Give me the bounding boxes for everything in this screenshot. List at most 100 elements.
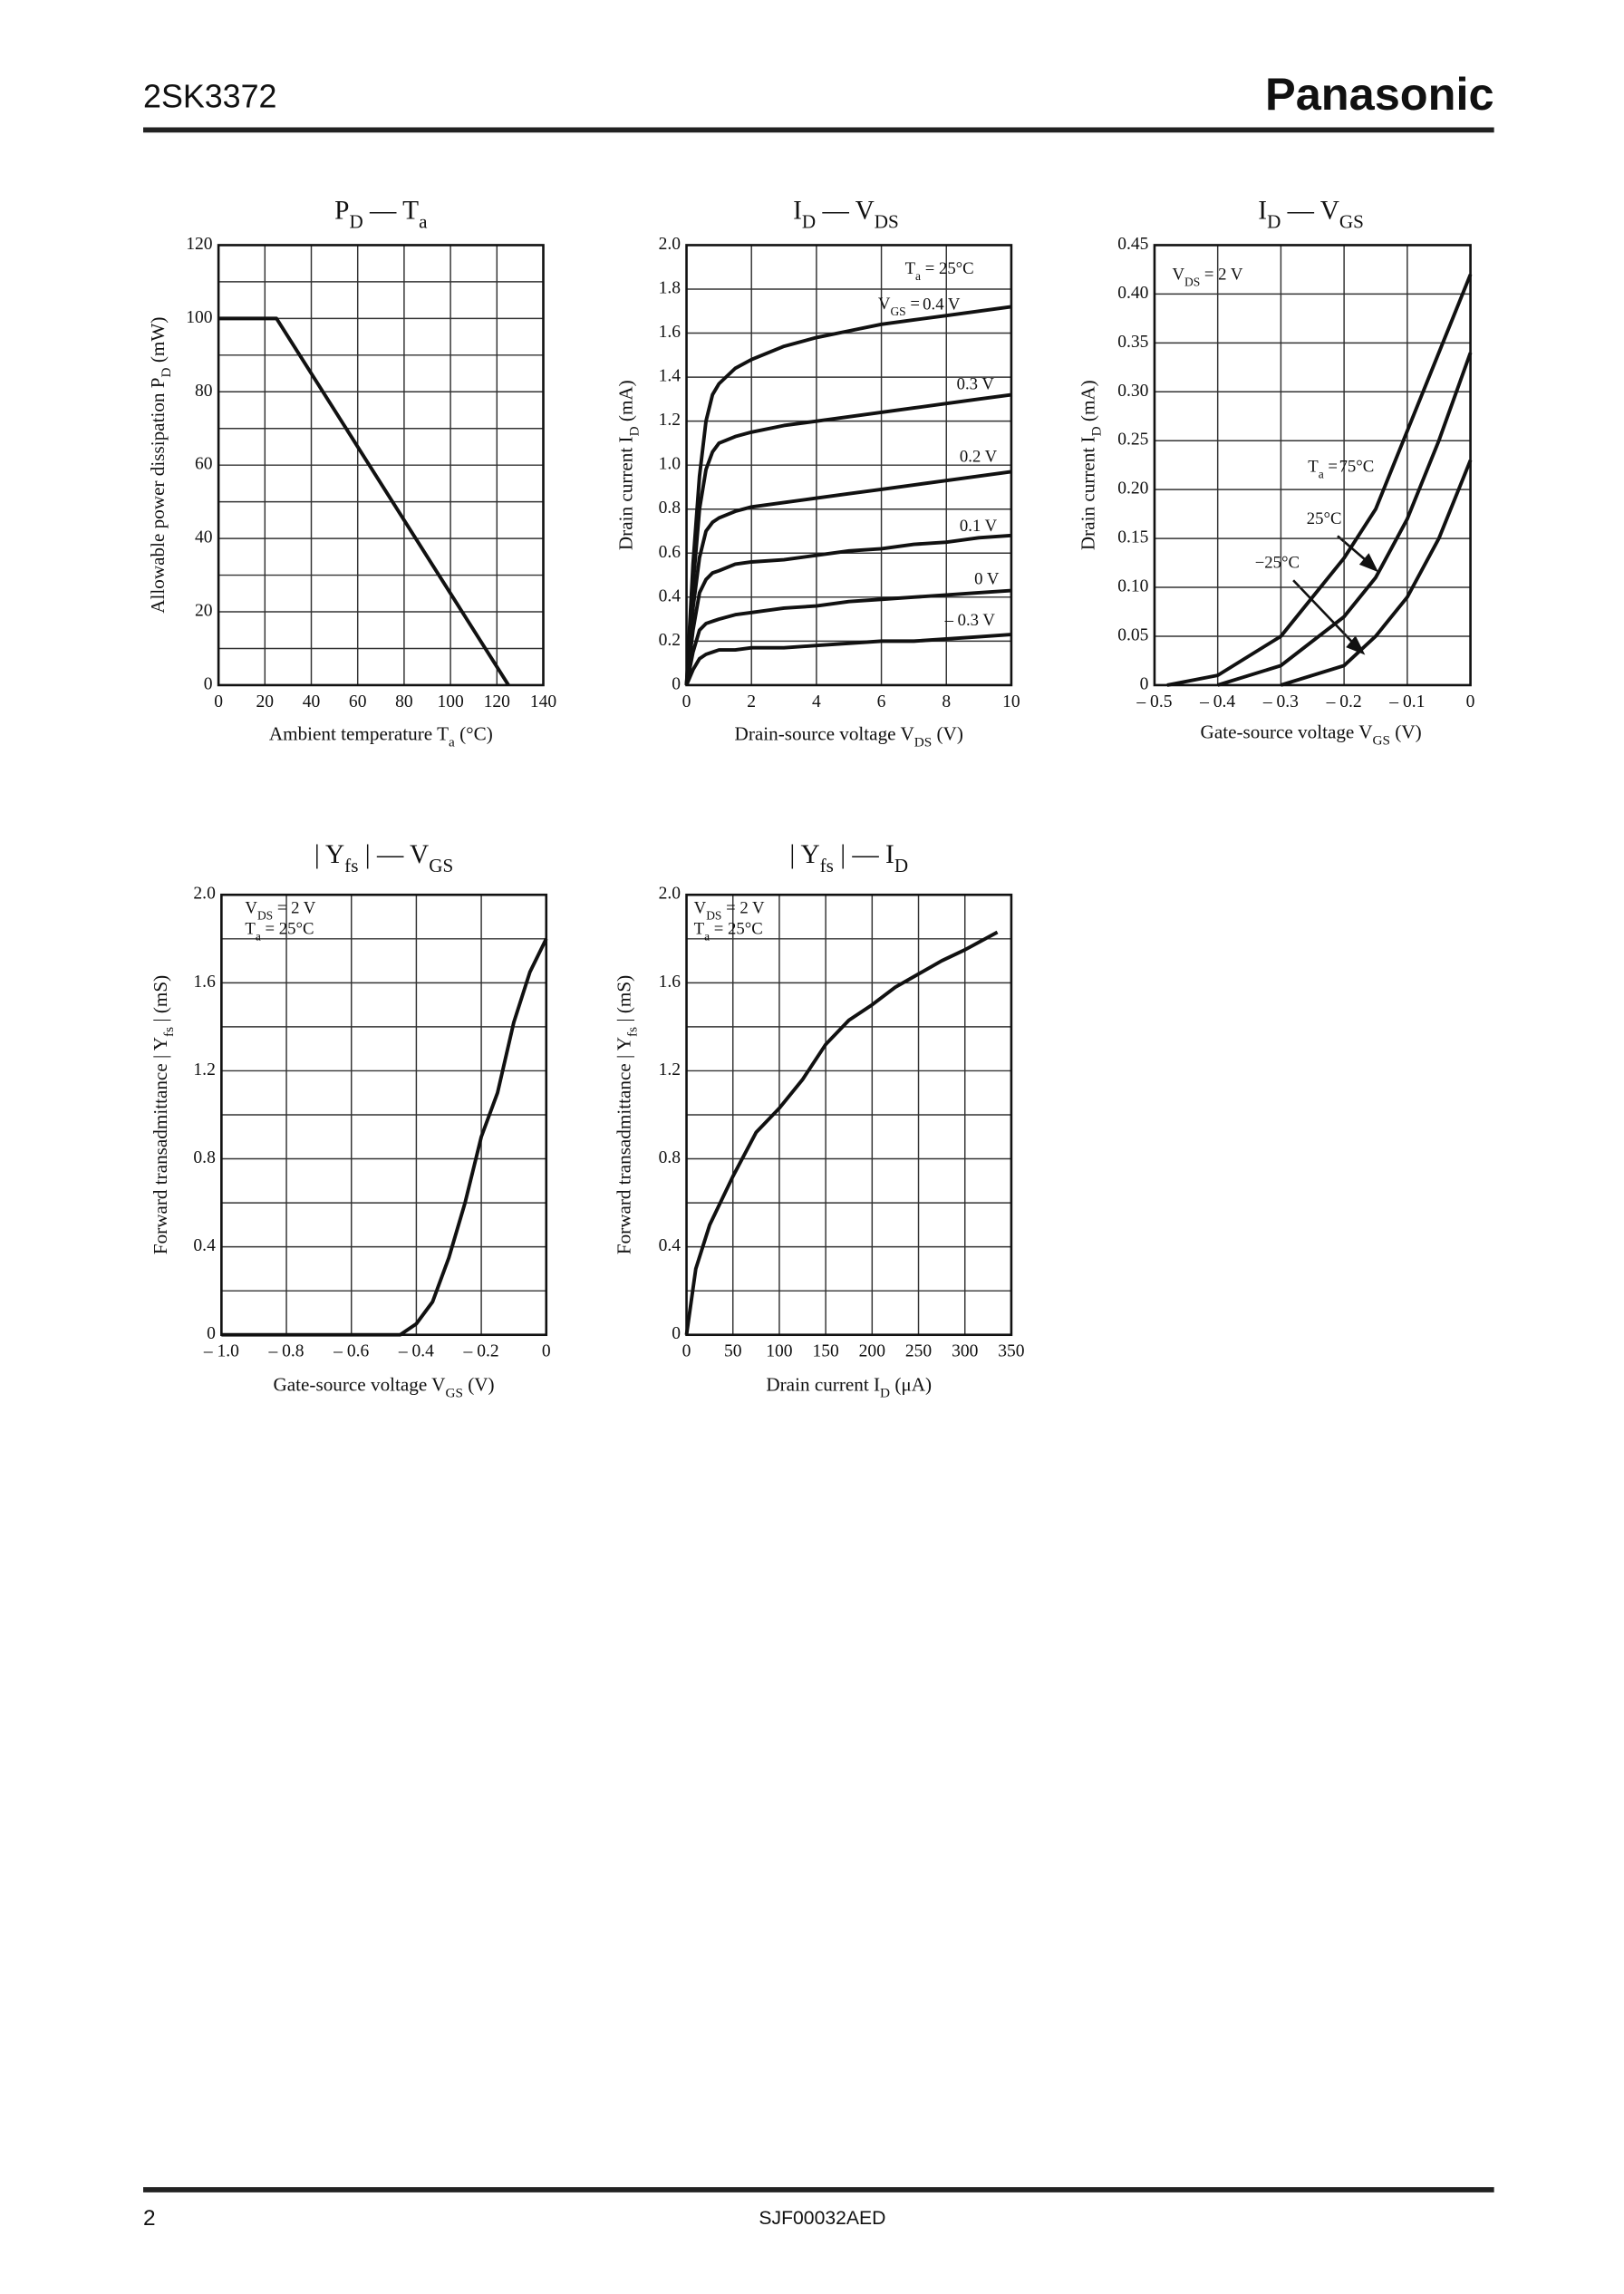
- series-line: [684, 305, 1012, 686]
- chart-title-part: | Y: [789, 840, 819, 869]
- series-line: [1166, 274, 1473, 687]
- series-label: 25°C: [1307, 509, 1342, 528]
- x-axis-label: Ambient temperature Ta (°C): [269, 722, 493, 750]
- annotation-part: V: [245, 899, 257, 918]
- chart-title-part: I: [793, 196, 802, 225]
- chart-title-part: | Y: [314, 840, 344, 869]
- annotation: VDS = 2 V: [694, 899, 765, 922]
- annotation: Ta = 25°C: [694, 920, 763, 943]
- x-tick-label: 350: [998, 1342, 1025, 1361]
- x-axis-label-part: (V): [932, 722, 963, 744]
- annotation-part: V: [694, 899, 707, 918]
- y-tick-label: 40: [195, 528, 213, 547]
- annotation: Ta =: [1308, 458, 1338, 480]
- y-tick-label: 120: [186, 235, 213, 254]
- arrows: [1292, 535, 1379, 655]
- y-tick-label: 60: [195, 455, 213, 474]
- annotation: VDS = 2 V: [1172, 266, 1242, 288]
- annotation-part: = 2 V: [273, 899, 316, 918]
- y-tick-label: 1.8: [659, 278, 682, 297]
- y-tick-label: 20: [195, 601, 213, 620]
- y-tick-label: 1.6: [659, 973, 682, 992]
- y-axis-label-part: | (mS): [614, 975, 635, 1027]
- annotation-part: DS: [1184, 275, 1200, 288]
- y-tick-label: 0: [672, 1324, 681, 1343]
- y-axis-label-part: | (mS): [150, 975, 171, 1027]
- y-axis-label: Drain current ID (mA): [614, 380, 642, 550]
- annotation-part: =: [906, 295, 920, 315]
- y-axis-label: Forward transadmittance | Yfs | (mS): [614, 975, 641, 1254]
- arrow-head: [1358, 553, 1379, 573]
- x-tick-label: 0: [214, 692, 223, 711]
- chart-title: ID — VGS: [1258, 196, 1364, 232]
- y-axis-label-part: (mW): [147, 317, 169, 368]
- x-tick-label: 10: [1002, 692, 1020, 711]
- x-tick-label: 0: [1466, 692, 1475, 711]
- annotation-part: GS: [890, 305, 905, 318]
- x-tick-label: 40: [303, 692, 321, 711]
- x-axis-label: Drain-source voltage VDS (V): [735, 722, 963, 750]
- x-axis-label-part: DS: [914, 734, 932, 750]
- x-tick-label: 20: [256, 692, 275, 711]
- x-axis-label: Drain current ID (μA): [766, 1374, 932, 1401]
- y-tick-label: 1.6: [193, 973, 216, 992]
- chart-title-part: fs: [344, 855, 358, 876]
- series-label: – 0.3 V: [944, 611, 996, 630]
- series-line: [684, 533, 1012, 686]
- y-tick-label: 0: [672, 674, 681, 693]
- x-axis-label-part: (μA): [890, 1374, 932, 1396]
- y-axis-label-part: Drain current I: [1077, 436, 1098, 550]
- y-tick-label: 0.45: [1117, 235, 1148, 254]
- x-tick-label: – 0.2: [1326, 692, 1362, 711]
- y-axis-label-part: (mA): [614, 380, 636, 426]
- annotation-part: DS: [706, 908, 721, 922]
- series-line: [684, 930, 999, 1335]
- chart-title-part: — T: [363, 196, 419, 225]
- annotation-part: a: [1319, 467, 1324, 480]
- chart-title: PD — Ta: [334, 196, 428, 232]
- x-tick-label: 50: [724, 1342, 742, 1361]
- plot-frame: [685, 244, 1013, 687]
- x-tick-label: 0: [682, 692, 691, 711]
- part-number: 2SK3372: [143, 79, 276, 115]
- x-tick-label: 100: [437, 692, 464, 711]
- chart-title-part: fs: [820, 855, 834, 876]
- chart-title-part: GS: [429, 855, 453, 876]
- document-id: SJF00032AED: [759, 2208, 885, 2229]
- x-tick-label: 150: [812, 1342, 839, 1361]
- x-tick-label: – 0.1: [1388, 692, 1425, 711]
- series-line: [684, 392, 1012, 686]
- series-line: [684, 588, 1012, 686]
- annotation-part: = 25°C: [921, 259, 974, 278]
- plot-frame: [1153, 244, 1472, 687]
- x-axis-label-part: Gate-source voltage V: [274, 1374, 447, 1396]
- y-tick-label: 2.0: [193, 885, 216, 904]
- x-tick-label: 300: [952, 1342, 979, 1361]
- y-tick-label: 0.8: [659, 1148, 682, 1167]
- x-tick-label: 60: [349, 692, 367, 711]
- y-tick-label: 0.40: [1117, 284, 1148, 303]
- chart-title-part: GS: [1339, 210, 1364, 232]
- chart-title-part: D: [802, 210, 816, 232]
- annotation: Ta = 25°C: [905, 259, 974, 282]
- y-tick-label: 1.2: [659, 1060, 681, 1079]
- series-label: −25°C: [1255, 554, 1300, 573]
- x-tick-label: 140: [530, 692, 557, 711]
- y-tick-label: 0.2: [659, 631, 681, 650]
- chart-title-part: — V: [816, 196, 875, 225]
- y-axis-label-part: Drain current I: [614, 436, 636, 550]
- series-label: 75°C: [1339, 458, 1375, 477]
- x-axis-label-part: D: [880, 1386, 890, 1401]
- series-line: [684, 633, 1012, 686]
- y-tick-label: 2.0: [659, 885, 682, 904]
- series-label: 0.4 V: [923, 295, 961, 315]
- y-tick-label: 0.20: [1117, 479, 1148, 498]
- series-label: 0.1 V: [960, 517, 998, 536]
- annotation: VDS = 2 V: [245, 899, 315, 922]
- y-tick-label: 0: [204, 674, 213, 693]
- y-tick-label: 2.0: [659, 235, 682, 254]
- annotation: VGS =: [878, 295, 920, 318]
- x-axis-label-part: a: [449, 734, 455, 750]
- arrow-line: [1292, 579, 1357, 646]
